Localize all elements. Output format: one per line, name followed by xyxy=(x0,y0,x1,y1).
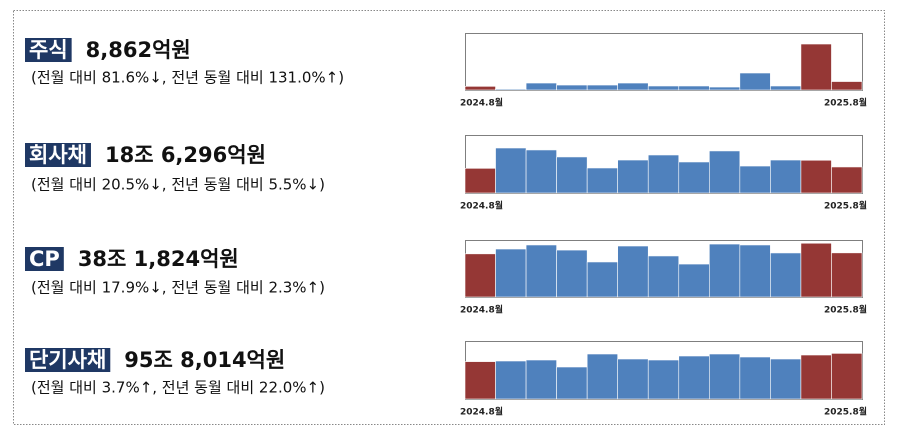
bar xyxy=(525,359,557,400)
bar xyxy=(831,81,863,91)
bar xyxy=(678,355,710,400)
change-note: (전월 대비 3.7%↑, 전년 동월 대비 22.0%↑) xyxy=(31,379,325,397)
badge-label: CP xyxy=(29,247,60,271)
change-note: (전월 대비 17.9%↓, 전년 동월 대비 2.3%↑) xyxy=(31,279,325,297)
badge xyxy=(25,247,64,271)
bar xyxy=(831,252,863,298)
badge xyxy=(25,143,91,167)
bar xyxy=(647,359,680,400)
bar xyxy=(709,86,741,91)
badge-label: 주식 xyxy=(29,38,68,62)
bar xyxy=(739,356,771,400)
x-tick-label: 2025.8월 xyxy=(824,97,867,109)
bar xyxy=(647,255,680,298)
bar xyxy=(831,353,863,400)
outer-border xyxy=(13,10,885,425)
bar xyxy=(770,85,802,91)
bar xyxy=(709,243,741,298)
chart-frame xyxy=(465,135,863,194)
x-tick-label: 2024.8월 xyxy=(460,406,503,418)
badge xyxy=(25,38,72,62)
x-tick-label: 2025.8월 xyxy=(824,304,867,316)
bar xyxy=(678,161,710,194)
bar xyxy=(678,85,710,91)
bar xyxy=(770,159,802,194)
bar xyxy=(678,263,710,298)
bar xyxy=(617,82,649,91)
x-tick-label: 2024.8월 xyxy=(460,200,503,212)
headline-value: 8,862억원 xyxy=(86,38,191,62)
bar xyxy=(556,249,588,298)
bar xyxy=(586,84,618,91)
change-note: (전월 대비 81.6%↓, 전년 동월 대비 131.0%↑) xyxy=(31,69,344,87)
bar xyxy=(770,252,802,298)
bar xyxy=(525,244,557,298)
bar xyxy=(647,85,680,91)
change-note: (전월 대비 20.5%↓, 전년 동월 대비 5.5%↓) xyxy=(31,176,325,194)
bar xyxy=(739,244,771,298)
x-tick-label: 2025.8월 xyxy=(824,406,867,418)
badge xyxy=(25,348,111,372)
bar xyxy=(617,358,649,400)
bar xyxy=(495,147,527,194)
bar xyxy=(495,248,527,298)
bar xyxy=(617,245,649,298)
headline-value: 18조 6,296억원 xyxy=(105,143,266,167)
bar xyxy=(770,358,802,400)
bar xyxy=(800,159,832,194)
bar xyxy=(556,156,588,194)
x-tick-label: 2024.8월 xyxy=(460,97,503,109)
bar xyxy=(464,86,496,91)
bar xyxy=(709,150,741,194)
chart-frame xyxy=(465,33,863,91)
bar xyxy=(739,165,771,194)
bar xyxy=(464,361,496,400)
bar xyxy=(495,88,527,91)
bar xyxy=(525,82,557,91)
bar xyxy=(709,353,741,400)
headline-value: 95조 8,014억원 xyxy=(124,348,285,372)
badge-label: 단기사채 xyxy=(29,348,106,372)
badge-label: 회사채 xyxy=(29,143,87,167)
x-tick-label: 2024.8월 xyxy=(460,304,503,316)
bar xyxy=(464,168,496,194)
bar xyxy=(464,253,496,298)
bar xyxy=(800,354,832,400)
headline-value: 38조 1,824억원 xyxy=(78,247,239,271)
bar xyxy=(556,84,588,91)
bar xyxy=(556,366,588,400)
bar xyxy=(525,149,557,194)
bar xyxy=(586,167,618,194)
bar xyxy=(739,72,771,91)
bar xyxy=(586,353,618,400)
bar xyxy=(495,360,527,400)
bar xyxy=(800,242,832,298)
bar xyxy=(800,43,832,91)
bar xyxy=(831,166,863,194)
bar xyxy=(586,261,618,298)
bar xyxy=(617,159,649,194)
x-tick-label: 2025.8월 xyxy=(824,200,867,212)
bar xyxy=(647,154,680,194)
